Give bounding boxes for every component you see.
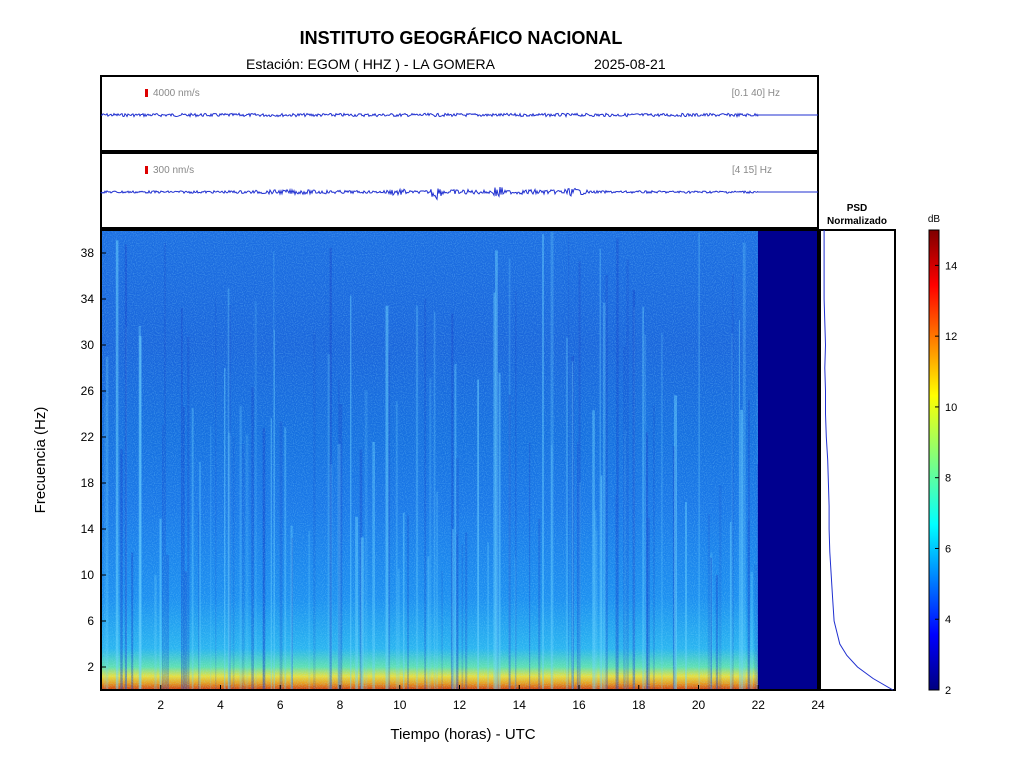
x-tick-label: 4 bbox=[217, 698, 224, 712]
amplitude-scale-2: 300 nm/s bbox=[153, 165, 194, 176]
psd-panel: PSD Normalizado bbox=[819, 203, 896, 691]
seismogram-panel-1: 4000 nm/s [0.1 40] Hz bbox=[100, 75, 819, 152]
colorbar-tick-label: 6 bbox=[945, 543, 951, 555]
x-axis-label: Tiempo (horas) - UTC bbox=[390, 726, 535, 743]
colorbar-label: dB bbox=[928, 214, 941, 225]
y-tick-label: 14 bbox=[81, 522, 95, 536]
date-label: 2025-08-21 bbox=[594, 56, 666, 72]
y-tick-label: 6 bbox=[87, 614, 94, 628]
x-tick-label: 2 bbox=[157, 698, 164, 712]
x-tick-label: 24 bbox=[811, 698, 825, 712]
filter-band-2: [4 15] Hz bbox=[732, 165, 772, 176]
x-tick-label: 14 bbox=[513, 698, 527, 712]
x-tick-label: 10 bbox=[393, 698, 407, 712]
x-tick-label: 22 bbox=[752, 698, 766, 712]
colorbar-tick-label: 4 bbox=[945, 614, 951, 626]
seismogram-panel-2: 300 nm/s [4 15] Hz bbox=[100, 152, 819, 229]
psd-title-line2: Normalizado bbox=[827, 216, 887, 227]
y-tick-label: 22 bbox=[81, 430, 95, 444]
colorbar-gradient bbox=[928, 229, 940, 691]
seismogram-trace-2 bbox=[100, 187, 759, 201]
y-tick-label: 18 bbox=[81, 476, 95, 490]
x-tick-label: 16 bbox=[572, 698, 586, 712]
no-data-region bbox=[758, 230, 818, 690]
y-tick-label: 34 bbox=[81, 292, 95, 306]
y-tick-label: 30 bbox=[81, 338, 95, 352]
scale-bar-1 bbox=[145, 89, 148, 97]
psd-title-line1: PSD bbox=[847, 203, 868, 214]
y-axis-label: Frecuencia (Hz) bbox=[32, 407, 49, 514]
chart-title: INSTITUTO GEOGRÁFICO NACIONAL bbox=[299, 28, 623, 48]
y-tick-label: 2 bbox=[87, 660, 94, 674]
colorbar-tick-label: 10 bbox=[945, 402, 957, 414]
y-tick-label: 10 bbox=[81, 568, 95, 582]
scale-bar-2 bbox=[145, 166, 148, 174]
colorbar-tick-label: 8 bbox=[945, 473, 951, 485]
colorbar-tick-label: 12 bbox=[945, 331, 957, 343]
x-tick-label: 18 bbox=[632, 698, 646, 712]
x-tick-label: 12 bbox=[453, 698, 467, 712]
x-tick-label: 8 bbox=[337, 698, 344, 712]
colorbar: dB 2 4 6 8 10 12 14 bbox=[928, 214, 957, 697]
colorbar-tick-label: 2 bbox=[945, 685, 951, 697]
filter-band-1: [0.1 40] Hz bbox=[732, 88, 780, 99]
spectrogram-noise bbox=[101, 230, 758, 690]
psd-curve bbox=[823, 230, 894, 691]
x-tick-label: 20 bbox=[692, 698, 706, 712]
y-tick-label: 26 bbox=[81, 384, 95, 398]
y-tick-label: 38 bbox=[81, 246, 95, 260]
x-axis-ticks: 2 4 6 8 10 12 14 16 18 20 22 24 bbox=[157, 685, 825, 712]
colorbar-ticks: 2 4 6 8 10 12 14 bbox=[935, 260, 957, 697]
amplitude-scale-1: 4000 nm/s bbox=[153, 88, 200, 99]
x-tick-label: 6 bbox=[277, 698, 284, 712]
spectrogram-panel: 2 4 6 8 10 12 14 16 18 20 22 24 261014182226303438 … bbox=[32, 229, 825, 743]
colorbar-tick-label: 14 bbox=[945, 260, 957, 272]
station-subtitle: Estación: EGOM ( HHZ ) - LA GOMERA 2025-… bbox=[246, 56, 666, 72]
seismogram-trace-1 bbox=[100, 112, 759, 119]
station-label: Estación: EGOM ( HHZ ) - LA GOMERA bbox=[246, 56, 495, 72]
